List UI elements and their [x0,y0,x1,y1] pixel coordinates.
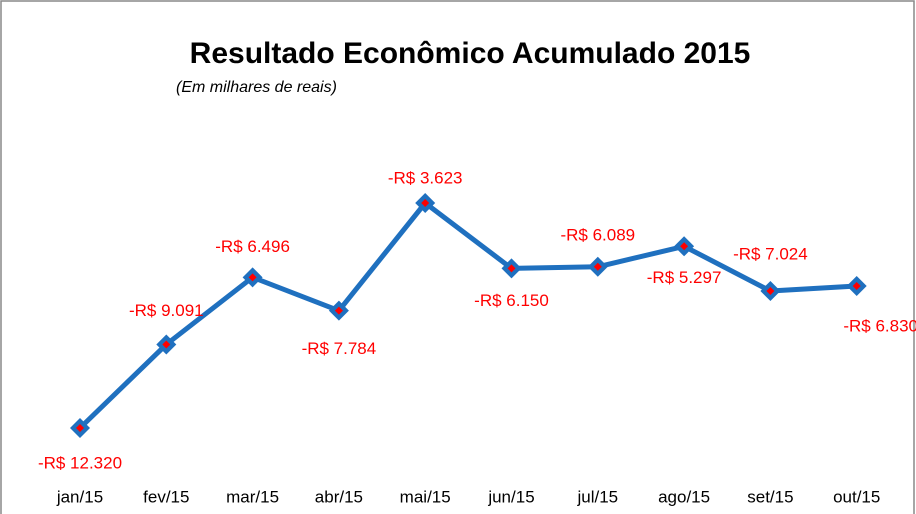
data-label: -R$ 6.150 [474,291,549,310]
marker-inner [76,424,84,432]
chart-subtitle: (Em milhares de reais) [176,79,337,96]
data-label: -R$ 6.089 [560,225,635,244]
x-tick-label: set/15 [747,487,793,506]
marker-inner [334,306,343,315]
x-tick-label: out/15 [833,487,880,506]
x-tick-label: ago/15 [658,487,710,506]
marker [587,256,608,277]
line [78,200,857,430]
marker [328,300,349,321]
x-tick-label: abr/15 [315,487,363,506]
x-tick-label: fev/15 [143,487,189,506]
x-tick-label: mai/15 [400,487,451,506]
data-label: -R$ 7.784 [302,339,377,358]
data-label: -R$ 12.320 [38,453,122,472]
marker-inner [248,273,257,282]
marker-inner [593,262,602,271]
marker-inner [680,242,689,251]
data-label: -R$ 6.496 [215,237,290,256]
data-label: -R$ 3.623 [388,168,463,187]
marker [674,236,695,257]
marker [501,258,522,279]
marker-inner [766,286,775,295]
chart-title: Resultado Econômico Acumulado 2015 [190,37,751,70]
data-label: -R$ 9.091 [129,301,204,320]
marker [156,334,177,355]
marker [415,193,436,213]
marker-inner [507,264,516,273]
marker [70,418,90,438]
marker-inner [421,199,430,207]
x-tick-label: jan/15 [56,487,103,506]
marker [846,275,867,296]
x-tick-label: jun/15 [487,487,534,506]
data-label: -R$ 5.297 [647,268,722,287]
marker-inner [162,340,171,349]
marker [760,280,781,301]
x-tick-label: jul/15 [576,487,618,506]
x-tick-label: mar/15 [226,487,279,506]
data-label: -R$ 7.024 [733,244,808,263]
marker-inner [852,281,861,290]
marker [242,267,263,288]
data-label: -R$ 6.830 [843,316,916,335]
